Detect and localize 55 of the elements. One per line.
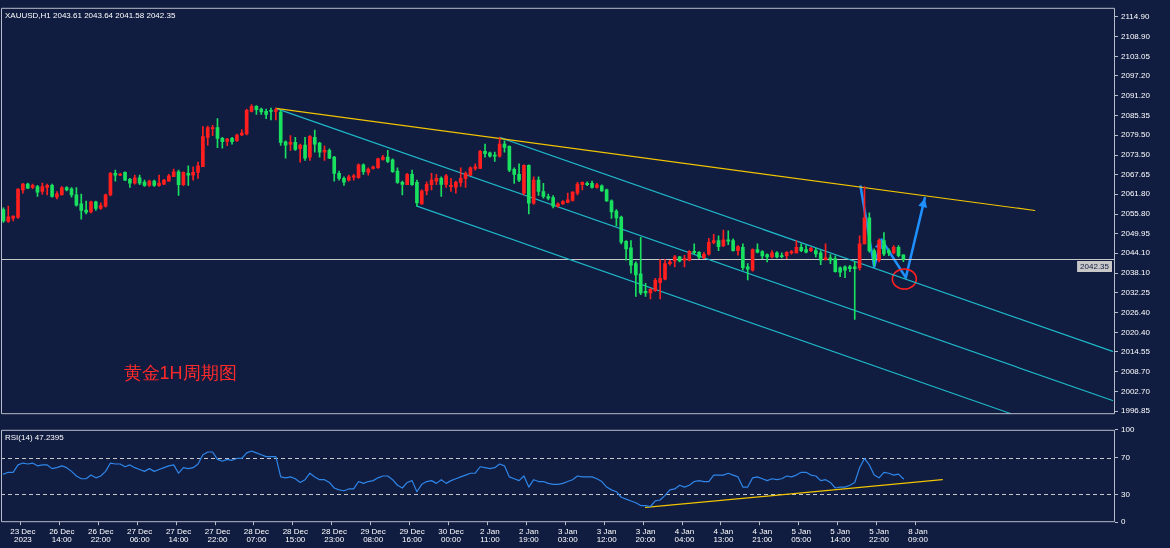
- y-tick-label: 2079.50: [1121, 130, 1151, 140]
- x-tick-label: 26 Dec 14:00: [49, 526, 75, 544]
- x-tick-label: 3 Jan 12:00: [596, 526, 618, 544]
- y-tick-label: 2044.10: [1121, 248, 1151, 258]
- x-tick-label: 2 Jan 19:00: [518, 526, 540, 544]
- y-tick-label: 2014.55: [1121, 347, 1151, 357]
- x-tick-label: 5 Jan 22:00: [869, 526, 890, 544]
- y-tick-label: 2067.65: [1121, 169, 1151, 179]
- x-tick-label: 2 Jan 11:00: [480, 526, 501, 544]
- x-tick-label: 4 Jan 21:00: [752, 526, 773, 544]
- candlestick: [458, 167, 463, 187]
- y-tick-label: 2097.20: [1121, 71, 1151, 81]
- x-tick-label: 27 Dec 22:00: [204, 526, 231, 544]
- annotation: 黄金1H周期图: [123, 362, 237, 383]
- x-tick-label: 28 Dec 15:00: [282, 526, 308, 544]
- x-tick-label: 3 Jan 03:00: [557, 526, 579, 544]
- y-tick-label: 2032.25: [1121, 288, 1151, 298]
- x-tick-label: 8 Jan 09:00: [907, 526, 929, 544]
- y-tick-label: 2103.05: [1121, 51, 1151, 61]
- ref-line-label: 2042.35: [1080, 261, 1110, 271]
- y-tick-label: 30: [1121, 489, 1131, 499]
- y-tick-label: 2020.40: [1121, 327, 1151, 337]
- y-tick-label: 2108.90: [1121, 32, 1151, 42]
- y-tick-label: 2055.80: [1121, 209, 1151, 219]
- x-tick-label: 27 Dec 14:00: [165, 526, 192, 544]
- x-tick-label: 29 Dec 16:00: [399, 526, 425, 544]
- x-tick-label: 28 Dec 23:00: [321, 526, 347, 544]
- y-tick-label: 2091.20: [1121, 91, 1151, 101]
- x-tick-label: 28 Dec 07:00: [243, 526, 270, 544]
- y-tick-label: 2073.50: [1121, 150, 1151, 160]
- y-tick-label: 2008.70: [1121, 366, 1151, 376]
- x-tick-label: 26 Dec 22:00: [88, 526, 114, 544]
- y-tick-label: 2114.90: [1121, 12, 1150, 22]
- y-tick-label: 70: [1121, 452, 1131, 462]
- x-tick-label: 5 Jan 05:00: [791, 526, 812, 544]
- y-tick-label: 2061.80: [1121, 189, 1151, 199]
- y-tick-label: 1996.85: [1121, 406, 1151, 416]
- chart-title: RSI(14) 47.2395: [5, 433, 65, 442]
- y-tick-label: 2049.95: [1121, 228, 1151, 238]
- chart-title: XAUUSD,H1 2043.61 2043.64 2041.58 2042.35: [5, 11, 176, 20]
- y-tick-label: 0: [1121, 517, 1126, 527]
- y-tick-label: 2026.40: [1121, 307, 1151, 317]
- y-tick-label: 2085.35: [1121, 110, 1151, 120]
- y-tick-label: 100: [1121, 425, 1135, 434]
- candlestick: [298, 143, 303, 163]
- x-tick-label: 27 Dec 06:00: [126, 526, 153, 544]
- y-tick-label: 2002.70: [1121, 386, 1151, 396]
- x-tick-label: 23 Dec 2023: [10, 526, 36, 544]
- x-tick-label: 4 Jan 04:00: [674, 526, 696, 544]
- x-tick-label: 5 Jan 14:00: [830, 526, 851, 544]
- y-tick-label: 2038.10: [1121, 268, 1151, 278]
- x-tick-label: 30 Dec 00:00: [438, 526, 464, 544]
- x-tick-label: 3 Jan 20:00: [635, 526, 657, 544]
- x-tick-label: 4 Jan 13:00: [713, 526, 734, 544]
- x-tick-label: 29 Dec 08:00: [360, 526, 386, 544]
